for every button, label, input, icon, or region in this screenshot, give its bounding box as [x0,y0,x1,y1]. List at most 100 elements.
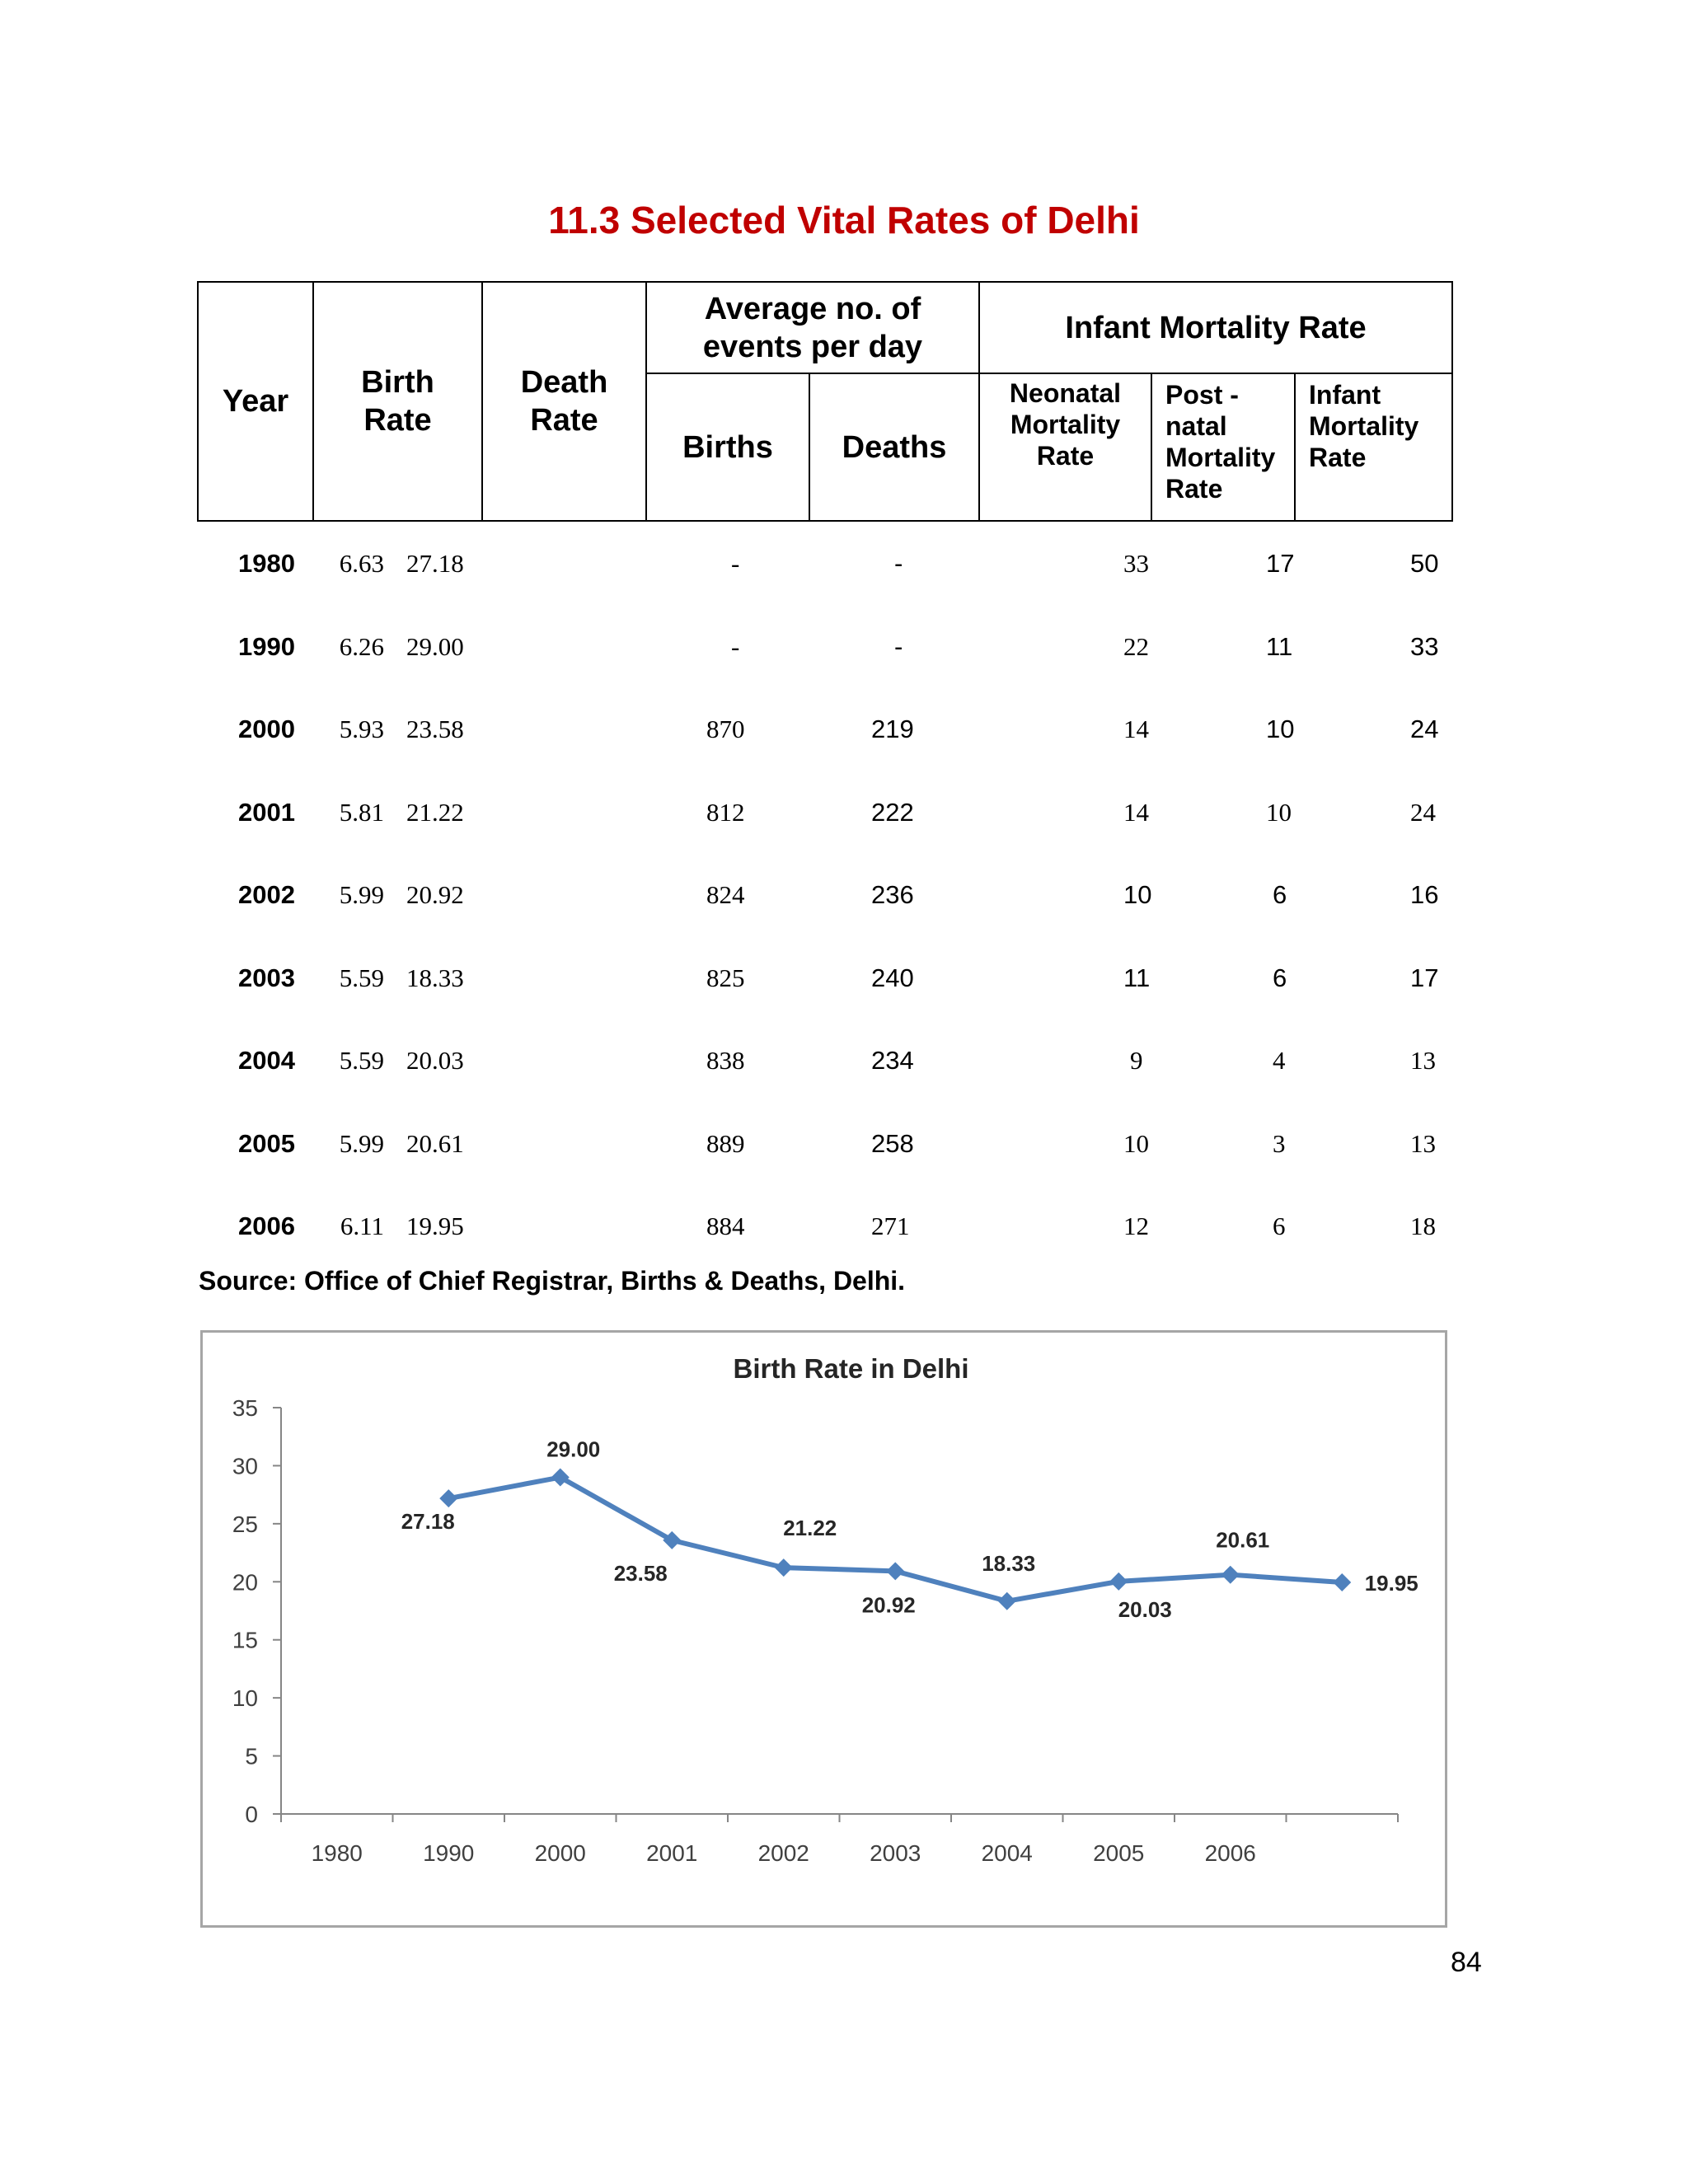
cell-year: 2002 [238,880,295,909]
x-tick-label: 1980 [312,1840,363,1866]
cell-neonatal: 12 [1123,1212,1149,1240]
cell-births: - [731,549,740,578]
cell-birth-rate: 29.00 [406,631,464,661]
series-line [448,1474,1343,1604]
cell-deaths: 219 [871,715,914,743]
cell-postnatal: 6 [1273,1212,1286,1240]
cell-year: 2003 [238,963,295,992]
header-neonatal: Neonatal Mortality Rate [978,373,1152,522]
cell-birth-rate: 23.58 [406,715,464,743]
y-tick-label: 0 [245,1802,258,1827]
cell-death-rate: 5.59 [339,963,384,992]
cell-neonatal: 11 [1123,963,1151,992]
data-label: 20.92 [862,1592,916,1617]
cell-deaths: 240 [871,963,914,992]
cell-infant: 24 [1410,797,1436,827]
cell-births: 824 [706,880,745,909]
chart-svg: Birth Rate in Delhi 0 5 10 15 20 25 30 35 1980 199… [232,1353,1418,1866]
y-tick-label: 5 [245,1744,258,1769]
cell-birth-rate: 20.03 [406,1046,464,1075]
table-row: 2003 18.33 5.59 825 240 11 6 17 [197,949,1451,1032]
header-birth-rate: Birth Rate [312,281,483,522]
cell-year: 2004 [238,1046,295,1075]
cell-infant: 13 [1410,1046,1436,1075]
cell-death-rate: 5.81 [339,797,384,827]
cell-birth-rate: 19.95 [406,1212,464,1240]
cell-infant: 13 [1410,1128,1436,1158]
cell-death-rate: 5.59 [339,1046,384,1075]
cell-postnatal: 3 [1273,1128,1286,1158]
cell-postnatal: 10 [1266,715,1295,743]
birth-rate-chart: Birth Rate in Delhi 0 5 10 15 20 25 30 35 1980 199… [200,1330,1447,1928]
cell-deaths: 234 [871,1046,914,1075]
header-year: Year [197,281,314,522]
cell-postnatal: 6 [1273,963,1287,992]
cell-year: 2000 [238,715,295,743]
cell-deaths: - [894,549,903,578]
y-tick-label: 30 [232,1453,258,1479]
y-tick-label: 35 [232,1395,258,1421]
y-tick-label: 20 [232,1569,258,1595]
cell-births: 884 [706,1212,745,1240]
table-row: 2006 19.95 6.11 884 271 12 6 18 [197,1197,1451,1280]
cell-death-rate: 5.99 [339,1128,384,1158]
cell-birth-rate: 18.33 [406,963,464,992]
cell-neonatal: 10 [1123,880,1152,909]
cell-neonatal: 14 [1123,715,1149,743]
cell-postnatal: 10 [1266,797,1292,827]
table-row: 2005 20.61 5.99 889 258 10 3 13 [197,1114,1451,1197]
cell-death-rate: 6.63 [339,549,384,578]
cell-deaths: - [894,631,903,661]
data-label: 29.00 [546,1437,600,1462]
cell-deaths: 258 [871,1128,914,1158]
cell-birth-rate: 20.92 [406,880,464,909]
cell-birth-rate: 20.61 [406,1128,464,1158]
cell-births: 889 [706,1128,745,1158]
cell-neonatal: 33 [1123,549,1149,578]
table-row: 1990 29.00 6.26 - - 22 11 33 [197,617,1451,701]
x-tick-label: 2004 [982,1840,1033,1866]
cell-year: 1980 [238,549,295,578]
chart-title: Birth Rate in Delhi [733,1353,968,1384]
y-tick-label: 15 [232,1628,258,1653]
data-label: 27.18 [401,1509,455,1534]
cell-postnatal: 6 [1273,880,1287,909]
data-point [1109,1572,1128,1591]
x-tick-label: 2002 [758,1840,809,1866]
header-avg-events: Average no. of events per day [645,281,980,374]
data-label: 19.95 [1365,1571,1418,1596]
cell-birth-rate: 21.22 [406,797,464,827]
header-death-rate: Death Rate [481,281,647,522]
table-body: 1980 27.18 6.63 - - 33 17 50 1990 29.00 … [197,534,1451,1280]
cell-infant: 24 [1410,715,1439,743]
data-label: 23.58 [614,1561,668,1586]
data-point [997,1591,1016,1610]
data-label: 18.33 [982,1551,1035,1576]
cell-births: 812 [706,797,745,827]
data-label: 21.22 [783,1516,837,1540]
header-postnatal: Post - natal Mortality Rate [1151,373,1296,522]
x-tick-label: 2006 [1205,1840,1256,1866]
cell-neonatal: 14 [1123,797,1149,827]
page-title: 11.3 Selected Vital Rates of Delhi [548,199,1140,241]
table-header: Year Birth Rate Death Rate Average no. o… [197,281,1454,522]
cell-infant: 16 [1410,880,1439,909]
cell-infant: 18 [1410,1212,1436,1240]
header-infant: Infant Mortality Rate [1293,373,1454,522]
header-deaths: Deaths [809,373,980,522]
cell-births: 838 [706,1046,745,1075]
cell-death-rate: 6.11 [340,1212,384,1240]
cell-infant: 50 [1410,549,1439,578]
table-row: 2000 23.58 5.93 870 219 14 10 24 [197,700,1451,783]
cell-death-rate: 5.99 [339,880,384,909]
cell-deaths: 271 [871,1212,910,1240]
cell-death-rate: 5.93 [339,715,384,743]
cell-deaths: 236 [871,880,914,909]
cell-death-rate: 6.26 [339,631,384,661]
data-label: 20.03 [1118,1597,1172,1622]
y-tick-label: 10 [232,1685,258,1711]
table-row: 1980 27.18 6.63 - - 33 17 50 [197,534,1451,617]
cell-year: 2005 [238,1128,295,1158]
cell-postnatal: 17 [1266,549,1295,578]
table-row: 2001 21.22 5.81 812 222 14 10 24 [197,783,1451,866]
